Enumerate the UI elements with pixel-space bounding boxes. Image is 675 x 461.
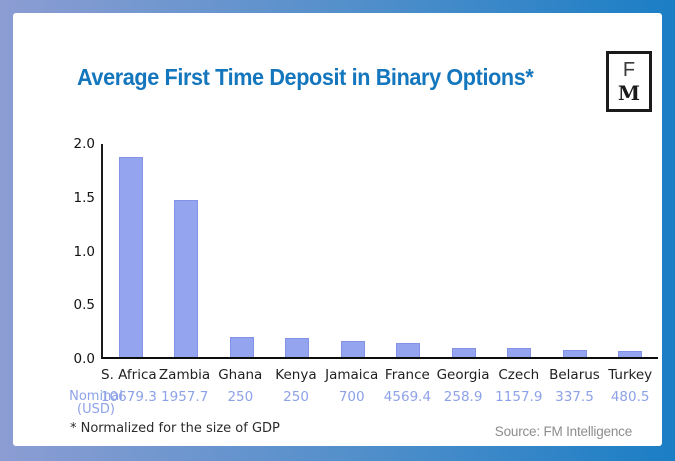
fm-logo: F M bbox=[606, 51, 652, 112]
bar bbox=[507, 348, 532, 357]
bar bbox=[174, 200, 199, 357]
bar-column bbox=[603, 144, 659, 357]
nominal-row-label-line1: Nominal bbox=[69, 389, 123, 404]
category-label: S. Africa bbox=[101, 367, 157, 383]
category-label: Ghana bbox=[218, 367, 263, 383]
nominal-value: 700 bbox=[338, 389, 365, 405]
bar bbox=[451, 348, 476, 357]
bar-column bbox=[492, 144, 548, 357]
bar bbox=[562, 350, 587, 357]
bar-column bbox=[103, 144, 159, 357]
y-axis-tick-labels: 2.0 1.5 1.0 0.5 0.0 bbox=[41, 136, 95, 367]
bar-column bbox=[270, 144, 326, 357]
bar bbox=[340, 341, 365, 357]
bar-column bbox=[214, 144, 270, 357]
nominal-row-label: Nominal (USD) bbox=[60, 390, 132, 416]
bar-column bbox=[436, 144, 492, 357]
fm-logo-letter-f: F bbox=[622, 58, 636, 81]
y-tick-label: 1.5 bbox=[73, 189, 95, 206]
bar bbox=[618, 351, 643, 357]
bar bbox=[396, 343, 421, 357]
nominal-row-label-line2: (USD) bbox=[77, 402, 115, 417]
x-axis-category-labels: S. Africa Zambia Ghana Kenya Jamaica France Ge… bbox=[101, 367, 658, 383]
nominal-value: 337.5 bbox=[555, 389, 594, 405]
bar-series bbox=[103, 144, 658, 357]
nominal-values-row: 10679.3 1957.7 250 250 700 4569.4 258.9 1157.9 3… bbox=[101, 389, 658, 405]
nominal-value: 1957.7 bbox=[161, 389, 209, 405]
category-label: Georgia bbox=[436, 367, 490, 383]
source-credit: Source: FM Intelligence bbox=[494, 424, 632, 439]
category-label: Zambia bbox=[158, 367, 211, 383]
bar bbox=[285, 337, 310, 357]
nominal-value: 250 bbox=[227, 389, 254, 405]
y-tick-label: 2.0 bbox=[73, 136, 95, 152]
category-label: Kenya bbox=[275, 367, 317, 383]
bar-column bbox=[381, 144, 437, 357]
chart-card: Average First Time Deposit in Binary Opt… bbox=[13, 13, 662, 446]
plot-area bbox=[101, 144, 658, 359]
bar-column bbox=[159, 144, 215, 357]
y-tick-label: 1.0 bbox=[73, 243, 95, 260]
category-label: Czech bbox=[498, 367, 540, 383]
chart-title: Average First Time Deposit in Binary Opt… bbox=[77, 64, 534, 90]
category-label: Turkey bbox=[608, 367, 653, 383]
bar bbox=[118, 156, 143, 357]
nominal-value: 10679.3 bbox=[101, 389, 157, 405]
category-label: Belarus bbox=[549, 367, 600, 383]
fm-logo-letter-m: M bbox=[617, 80, 641, 105]
y-tick-label: 0.5 bbox=[73, 297, 95, 314]
bar-column bbox=[325, 144, 381, 357]
nominal-value: 258.9 bbox=[443, 389, 483, 405]
nominal-value: 480.5 bbox=[610, 389, 650, 405]
category-label: France bbox=[384, 367, 430, 383]
footnote: * Normalized for the size of GDP bbox=[70, 421, 280, 436]
nominal-value: 4569.4 bbox=[383, 389, 432, 405]
category-label: Jamaica bbox=[325, 367, 379, 383]
bar bbox=[229, 336, 254, 357]
bar-column bbox=[547, 144, 603, 357]
nominal-value: 250 bbox=[283, 389, 309, 405]
y-tick-label: 0.0 bbox=[73, 351, 95, 367]
nominal-value: 1157.9 bbox=[495, 389, 543, 405]
